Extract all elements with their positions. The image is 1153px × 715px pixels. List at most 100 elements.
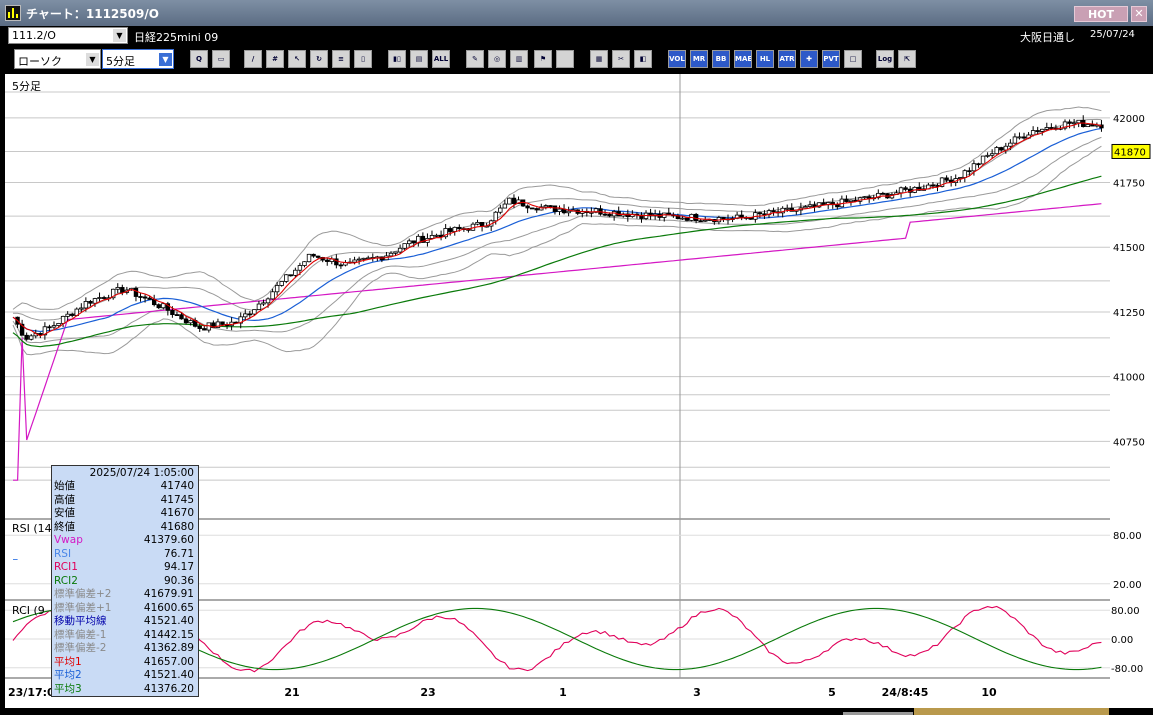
blank-button[interactable] bbox=[556, 50, 574, 68]
trash-button[interactable]: ▯ bbox=[354, 50, 372, 68]
palette-button[interactable]: ◧ bbox=[634, 50, 652, 68]
price-axis-tick: 40750 bbox=[1113, 437, 1145, 448]
lock-button[interactable]: # bbox=[266, 50, 284, 68]
candle-body bbox=[306, 253, 312, 263]
scroll-track[interactable] bbox=[843, 712, 913, 715]
rci-axis-tick: 80.00 bbox=[1111, 606, 1140, 617]
mr-button[interactable]: MR bbox=[690, 50, 708, 68]
candle-body bbox=[1067, 121, 1072, 124]
candle-body bbox=[156, 304, 161, 309]
candle-body bbox=[457, 226, 462, 230]
candle-body bbox=[297, 265, 303, 271]
candle-body bbox=[47, 326, 52, 329]
candle-body bbox=[607, 213, 612, 217]
data-window-label: Vwap bbox=[54, 534, 83, 546]
chevron-down-icon[interactable]: ▼ bbox=[159, 53, 172, 66]
cursor-button[interactable]: ↖ bbox=[288, 50, 306, 68]
candle-body bbox=[1044, 127, 1049, 130]
box-button[interactable]: □ bbox=[844, 50, 862, 68]
hot-button[interactable]: HOT bbox=[1074, 6, 1128, 22]
pvt-button[interactable]: PVT bbox=[822, 50, 840, 68]
candle-body bbox=[807, 204, 813, 207]
tool-button[interactable]: ✂ bbox=[612, 50, 630, 68]
data-window-value: 41657.00 bbox=[143, 655, 194, 668]
data-window-label: 高値 bbox=[54, 493, 75, 506]
flag-button[interactable]: ⚑ bbox=[534, 50, 552, 68]
rci-axis-tick: 0.00 bbox=[1111, 635, 1133, 646]
chart-type-value: ローソク bbox=[18, 55, 62, 68]
all-button[interactable]: ALL bbox=[432, 50, 450, 68]
data-window-value: 41379.60 bbox=[143, 534, 194, 546]
export-button[interactable]: ⇱ bbox=[898, 50, 916, 68]
x-axis-tick: 23/17:00 bbox=[8, 686, 63, 699]
print-button[interactable]: ▤ bbox=[410, 50, 428, 68]
vol-button[interactable]: VOL bbox=[668, 50, 686, 68]
close-button[interactable]: ✕ bbox=[1131, 6, 1147, 22]
memo-button[interactable]: ≡ bbox=[332, 50, 350, 68]
refresh-button[interactable]: ↻ bbox=[310, 50, 328, 68]
chevron-down-icon[interactable]: ▼ bbox=[113, 29, 126, 42]
data-window-value: 41680 bbox=[160, 520, 194, 533]
candle-body bbox=[602, 213, 608, 216]
data-window-value: 41740 bbox=[160, 480, 194, 492]
fib-button[interactable]: ◎ bbox=[488, 50, 506, 68]
candle-body bbox=[944, 177, 949, 181]
bb-button[interactable]: BB bbox=[712, 50, 730, 68]
window-button[interactable]: ▭ bbox=[212, 50, 230, 68]
x-axis-tick: 24/8:45 bbox=[882, 686, 929, 699]
candle-body bbox=[302, 261, 307, 266]
candle-body bbox=[220, 321, 225, 325]
price-axis-tick: 41250 bbox=[1113, 308, 1145, 319]
candle-body bbox=[684, 217, 690, 221]
current-price-badge bbox=[1111, 143, 1151, 159]
chevron-down-icon[interactable]: ▼ bbox=[86, 53, 99, 66]
candle-body bbox=[434, 234, 439, 237]
interval-select[interactable]: 5分足 ▼ bbox=[102, 49, 174, 69]
log-button[interactable]: Log bbox=[876, 50, 894, 68]
candle-set-button[interactable]: ▮▯ bbox=[388, 50, 406, 68]
candle-body bbox=[785, 207, 790, 210]
data-window-value: 90.36 bbox=[163, 574, 194, 587]
candle-body bbox=[366, 257, 371, 260]
data-window-label: 標準偏差+2 bbox=[54, 588, 112, 600]
candle-body bbox=[507, 197, 512, 205]
candle-body bbox=[110, 288, 116, 299]
candle-body bbox=[252, 309, 257, 315]
candle-body bbox=[315, 255, 321, 258]
data-window-row: 安値 41670 bbox=[52, 507, 198, 521]
candle-body bbox=[452, 226, 457, 232]
grid-button[interactable]: ▦ bbox=[590, 50, 608, 68]
mae-button[interactable]: MAE bbox=[734, 50, 752, 68]
hl-button[interactable]: HL bbox=[756, 50, 774, 68]
ma-mid-line bbox=[12, 127, 1102, 333]
candle-body bbox=[356, 258, 362, 261]
data-window-row: RSI 76.71 bbox=[52, 548, 198, 562]
candle-body bbox=[397, 247, 403, 253]
draw-button[interactable]: ✎ bbox=[466, 50, 484, 68]
candle-body bbox=[60, 315, 66, 324]
candle-body bbox=[101, 297, 107, 299]
candle-body bbox=[443, 228, 448, 238]
pen-button[interactable]: / bbox=[244, 50, 262, 68]
zoom-button[interactable]: Q bbox=[190, 50, 208, 68]
price-axis-tick: 41500 bbox=[1113, 243, 1145, 254]
candle-body bbox=[862, 196, 867, 199]
chart-type-select[interactable]: ローソク ▼ bbox=[14, 49, 101, 69]
data-window-row: 標準偏差+2 41679.91 bbox=[52, 588, 198, 602]
candle-body bbox=[971, 163, 977, 172]
x-axis-tick: 5 bbox=[828, 686, 836, 699]
candle-body bbox=[352, 259, 357, 263]
scroll-thumb[interactable] bbox=[914, 708, 1109, 715]
candle-body bbox=[930, 184, 936, 187]
candle-body bbox=[475, 222, 480, 225]
cross-button[interactable]: ✚ bbox=[800, 50, 818, 68]
data-window-label: RCI1 bbox=[54, 561, 78, 573]
scale-button[interactable]: ▥ bbox=[510, 50, 528, 68]
price-chart[interactable]: 23/17:00 21 23 1 3 5 24/8:45 10 bbox=[5, 74, 1110, 708]
atr-button[interactable]: ATR bbox=[778, 50, 796, 68]
candle-body bbox=[238, 316, 243, 324]
symbol-select[interactable]: 111.2/O ▼ bbox=[8, 27, 128, 44]
candle-body bbox=[1071, 122, 1077, 125]
horizontal-scrollbar[interactable] bbox=[0, 708, 1153, 715]
data-window-row: 高値 41745 bbox=[52, 494, 198, 508]
